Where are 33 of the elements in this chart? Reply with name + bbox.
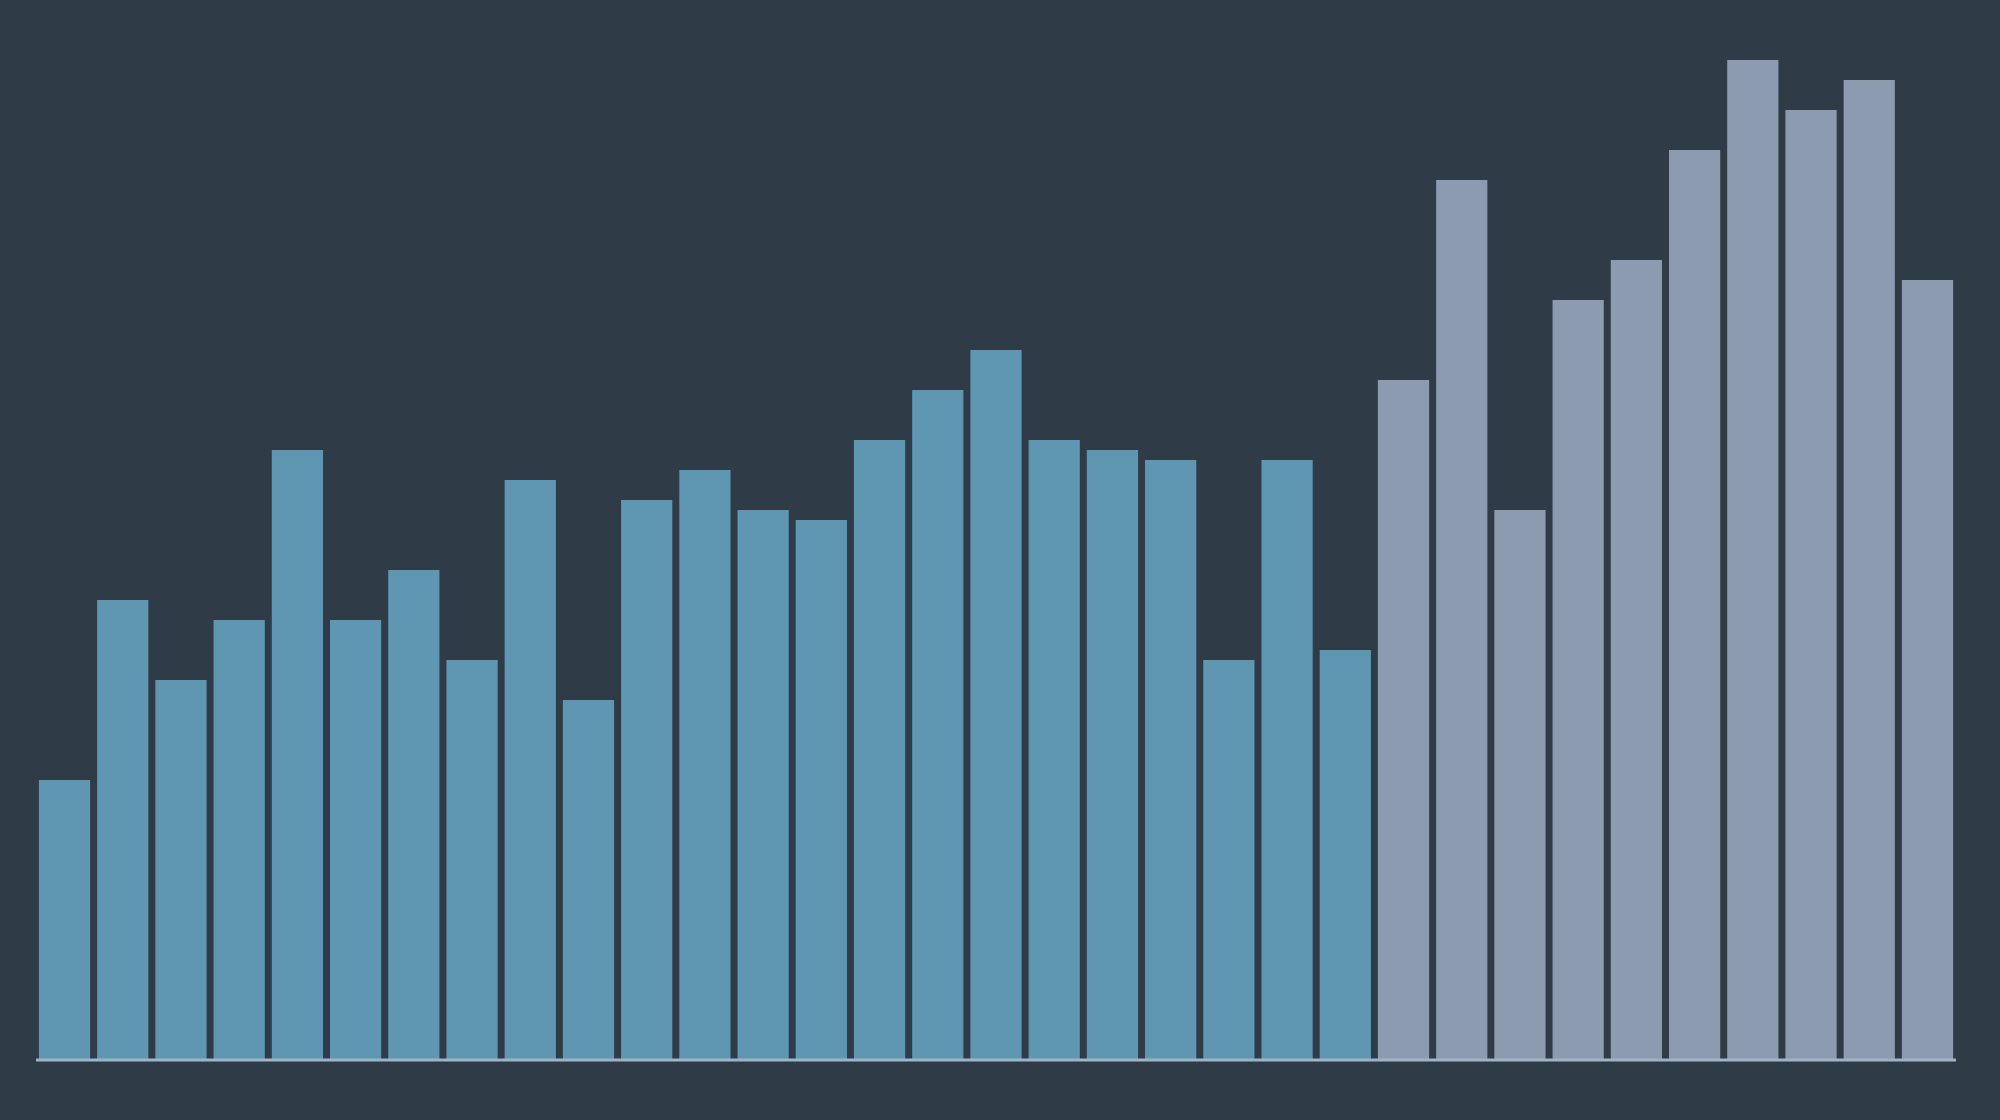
bar [97, 600, 149, 1060]
bar [1086, 450, 1139, 1060]
bar [1727, 60, 1779, 1060]
bar [1843, 80, 1895, 1060]
bar [562, 700, 615, 1060]
bar [1261, 460, 1313, 1060]
bar [271, 450, 324, 1060]
bar [1552, 300, 1604, 1060]
bar [1436, 180, 1488, 1060]
bar [621, 500, 673, 1060]
bar [1610, 260, 1662, 1060]
bar [38, 780, 91, 1060]
bar [1901, 280, 1954, 1060]
bar [1785, 110, 1837, 1060]
bar [912, 390, 964, 1060]
bar [1668, 150, 1721, 1060]
bar [504, 480, 556, 1060]
bar [795, 520, 847, 1060]
bar [1145, 460, 1197, 1060]
bar [330, 620, 382, 1060]
bar [155, 680, 207, 1060]
bar [388, 570, 440, 1060]
bar [213, 620, 265, 1060]
bar [1203, 660, 1255, 1060]
bar [1377, 380, 1430, 1060]
bar [679, 470, 731, 1060]
bar [737, 510, 789, 1060]
bar [1028, 440, 1080, 1060]
bar [970, 350, 1022, 1060]
bar [853, 440, 906, 1060]
bar [1319, 650, 1371, 1060]
bar [1494, 510, 1546, 1060]
bar [446, 660, 498, 1060]
